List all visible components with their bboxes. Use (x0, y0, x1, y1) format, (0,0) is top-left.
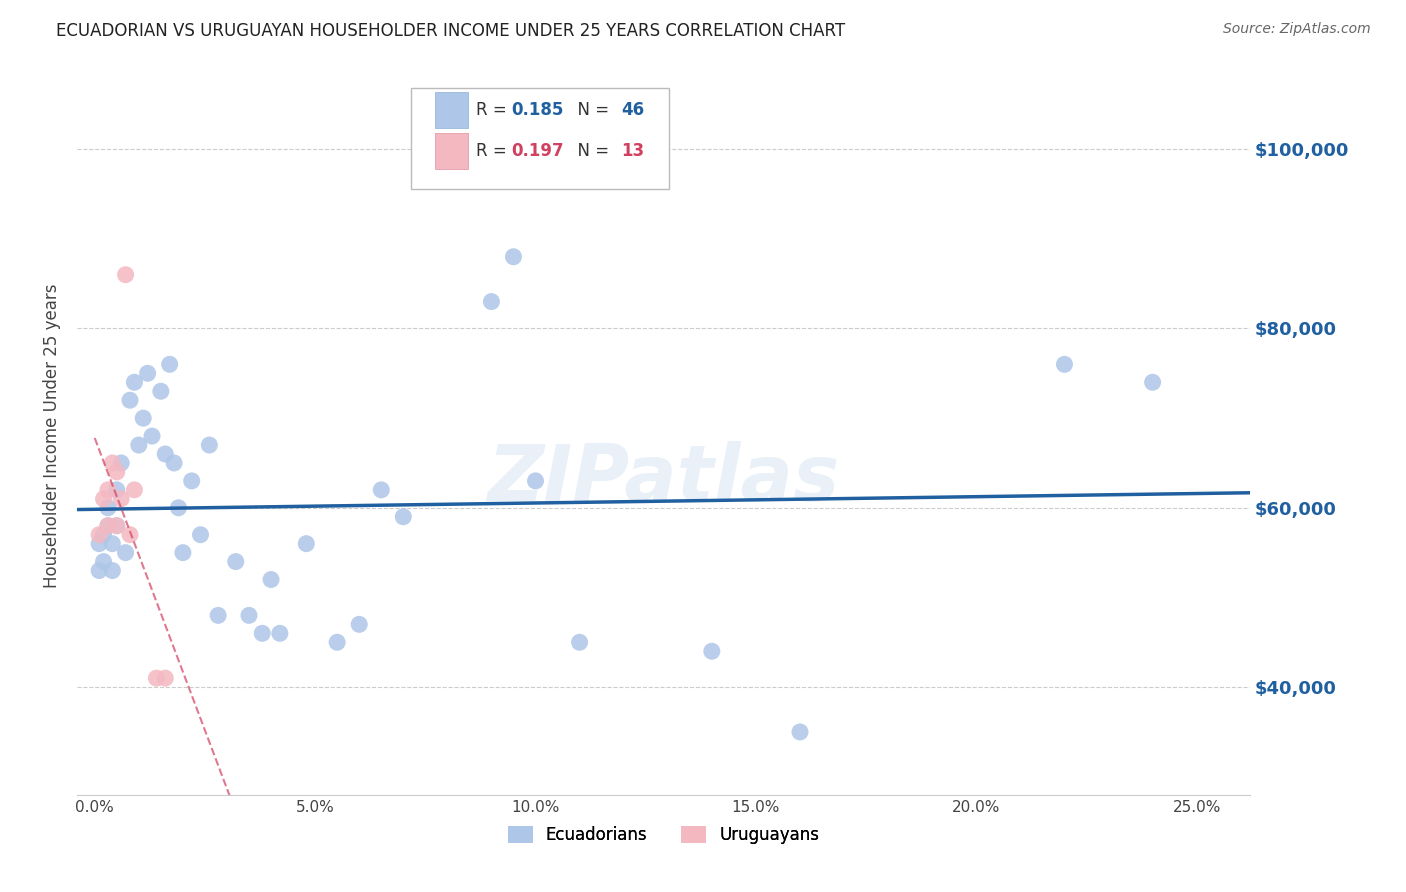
Point (105, 518, 128, 533)
FancyBboxPatch shape (411, 88, 669, 188)
Point (260, 573, 283, 587)
Point (97, 500, 120, 515)
Point (269, 626, 291, 640)
Point (252, 626, 274, 640)
Y-axis label: Householder Income Under 25 years: Householder Income Under 25 years (44, 284, 60, 589)
Point (207, 608, 229, 623)
Point (1053, 357, 1076, 371)
FancyBboxPatch shape (434, 92, 468, 128)
Point (89, 564, 111, 578)
Point (89, 536, 111, 550)
Text: N =: N = (567, 142, 614, 160)
Point (97, 518, 120, 533)
Point (97, 483, 120, 497)
Text: 13: 13 (621, 142, 644, 160)
Point (93, 555, 115, 569)
Text: R =: R = (475, 142, 512, 160)
Point (159, 357, 181, 371)
Text: 0.197: 0.197 (510, 142, 564, 160)
Point (700, 644, 723, 658)
Point (97, 518, 120, 533)
Text: N =: N = (567, 101, 614, 120)
Point (167, 500, 190, 515)
Point (392, 509, 415, 524)
Text: 46: 46 (621, 101, 644, 120)
Point (110, 456, 132, 470)
Point (114, 268, 136, 282)
FancyBboxPatch shape (434, 133, 468, 169)
Point (105, 465, 128, 479)
Point (89, 527, 111, 541)
Point (149, 384, 172, 399)
Text: R =: R = (475, 101, 512, 120)
Point (155, 671, 177, 685)
Text: ZIPatlas: ZIPatlas (488, 442, 839, 517)
Point (105, 518, 128, 533)
Point (524, 474, 547, 488)
Point (180, 474, 202, 488)
Point (370, 483, 392, 497)
Point (136, 367, 159, 381)
Point (225, 555, 247, 569)
Point (114, 546, 136, 560)
Point (110, 491, 132, 506)
Point (118, 527, 141, 541)
Point (1142, 376, 1164, 390)
Legend: Ecuadorians, Uruguayans: Ecuadorians, Uruguayans (501, 820, 825, 851)
Point (132, 411, 155, 425)
Point (163, 456, 186, 470)
Point (101, 564, 124, 578)
Point (101, 536, 124, 550)
Point (568, 635, 591, 649)
Point (128, 438, 150, 452)
Point (124, 483, 146, 497)
Point (502, 250, 524, 264)
Text: ECUADORIAN VS URUGUAYAN HOUSEHOLDER INCOME UNDER 25 YEARS CORRELATION CHART: ECUADORIAN VS URUGUAYAN HOUSEHOLDER INCO… (56, 22, 845, 40)
Point (141, 429, 163, 443)
Point (101, 456, 124, 470)
Point (789, 725, 811, 739)
Point (295, 536, 318, 550)
Point (105, 483, 128, 497)
Point (172, 546, 194, 560)
Text: 0.185: 0.185 (510, 101, 564, 120)
Point (481, 294, 503, 309)
Point (118, 393, 141, 408)
Point (145, 671, 167, 685)
Text: Source: ZipAtlas.com: Source: ZipAtlas.com (1223, 22, 1371, 37)
Point (124, 376, 146, 390)
Point (93, 491, 115, 506)
Point (238, 608, 260, 623)
Point (93, 527, 115, 541)
Point (198, 438, 221, 452)
Point (155, 447, 177, 461)
Point (190, 527, 212, 541)
Point (326, 635, 349, 649)
Point (347, 617, 370, 632)
